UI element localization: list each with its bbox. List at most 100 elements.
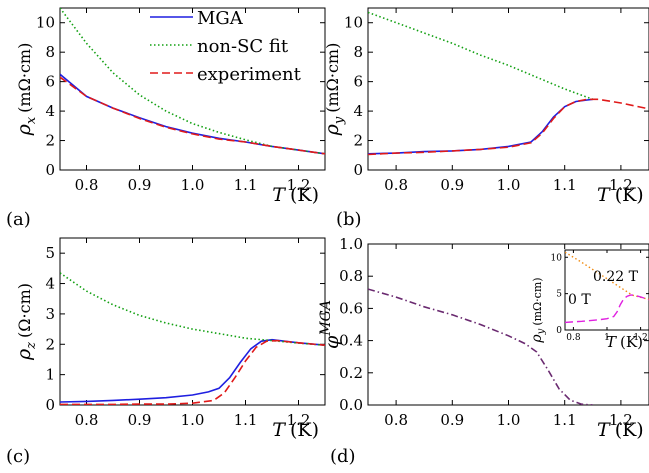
inset-x-label-symbol: T <box>606 333 617 351</box>
y-tick-label: 0.6 <box>339 299 363 317</box>
x-tick-label: 1.1 <box>553 176 577 194</box>
y-tick-label: 1 <box>45 366 55 384</box>
y-tick-label: 4 <box>45 102 55 120</box>
y-tick-label: 2 <box>353 132 363 150</box>
y-label-unit: (mΩ·cm) <box>323 43 342 113</box>
x-axis-label: T (K) <box>597 184 644 206</box>
inset-y-label-symbol: ρ <box>529 334 545 344</box>
x-tick-label: 0.9 <box>128 411 152 429</box>
inset-y-label-unit: (mΩ·cm) <box>531 277 544 325</box>
x-tick-label: 0.9 <box>440 411 464 429</box>
y-tick-label: 2 <box>45 132 55 150</box>
panel-c: 0.8 0.9 1.0 1.1 1.2 0 1 2 3 4 5 ρz (Ω·cm) T (K) (c) <box>6 237 326 467</box>
panel-label: (c) <box>6 446 30 467</box>
y-tick-label: 0 <box>45 396 55 414</box>
y-label-unit: (mΩ·cm) <box>15 43 34 113</box>
y-tick-label: 6 <box>353 73 363 91</box>
y-axis-label: ρx (mΩ·cm) <box>13 43 39 137</box>
series-line-experiment <box>60 339 325 405</box>
y-tick-label: 0.0 <box>339 396 363 414</box>
x-axis-label: T (K) <box>272 419 319 441</box>
y-axis-label: ρz (Ω·cm) <box>13 283 39 361</box>
x-label-symbol: T <box>272 419 286 441</box>
y-tick-label: 8 <box>45 43 55 61</box>
y-label-symbol: ρ <box>13 348 35 361</box>
y-tick-label: 0.4 <box>339 332 363 350</box>
y-label-subscript: y <box>332 116 347 125</box>
y-tick-label: 0.8 <box>339 267 363 285</box>
x-tick-label: 1.2 <box>609 176 633 194</box>
series-line-experiment <box>60 76 325 155</box>
x-tick-label: 0.8 <box>384 411 408 429</box>
x-tick-label: 0.9 <box>440 176 464 194</box>
inset: 0.8 1 1.2 0 5 10 0.22 T0 T ρy (mΩ·cm) T (K) <box>529 249 649 351</box>
y-label-subscript: z <box>24 342 39 350</box>
series-line-experiment <box>368 98 649 156</box>
x-tick-label: 1 <box>604 333 610 343</box>
y-tick-label: 0.2 <box>339 364 363 382</box>
y-tick-label: 4 <box>45 275 55 293</box>
legend-entry: MGA <box>197 8 244 29</box>
legend-entry: non-SC fit <box>197 36 289 57</box>
y-tick-label: 1.0 <box>339 235 363 253</box>
inset-label-0T: 0 T <box>568 292 591 308</box>
y-tick-label: 2 <box>45 335 55 353</box>
x-tick-label: 0.8 <box>75 176 99 194</box>
x-tick-label: 1.2 <box>609 411 633 429</box>
series-line-mga <box>60 73 325 155</box>
plot-frame <box>59 7 326 171</box>
x-tick-label: 0.8 <box>384 176 408 194</box>
series-line-0-22-t <box>565 251 649 301</box>
inset-label-0.22T: 0.22 T <box>593 269 639 285</box>
x-tick-label: 0.8 <box>566 333 581 343</box>
y-label-symbol: ρ <box>321 123 343 136</box>
x-tick-label: 1.2 <box>287 176 311 194</box>
inset-y-label-subscript: y <box>536 328 547 335</box>
y-tick-label: 8 <box>353 43 363 61</box>
legend-entry: experiment <box>197 64 302 85</box>
x-label-unit: (K) <box>615 419 644 441</box>
series-line-0 <box>368 288 593 405</box>
x-label-symbol: T <box>272 184 286 206</box>
y-tick-label: 0 <box>556 326 562 336</box>
y-label-symbol: ρ <box>13 123 35 136</box>
series-line-0-t <box>565 294 649 324</box>
panel-label: (d) <box>330 446 356 467</box>
y-tick-label: 6 <box>45 73 55 91</box>
inset-x-axis-label: T (K) <box>606 333 643 351</box>
y-tick-label: 0 <box>45 161 55 179</box>
y-tick-label: 5 <box>45 244 55 262</box>
x-label-symbol: T <box>597 184 611 206</box>
y-label-symbol: φ <box>321 335 343 349</box>
panel-label: (b) <box>336 209 362 230</box>
x-tick-label: 1.2 <box>287 411 311 429</box>
x-axis-label: T (K) <box>597 419 644 441</box>
y-label-subscript: x <box>24 116 39 124</box>
panel-a: 0.8 0.9 1.0 1.1 1.2 0 2 4 6 8 10 ρx (mΩ·cm) T (K) (a) MG… <box>6 7 326 230</box>
x-tick-label: 1.0 <box>181 411 205 429</box>
y-axis-label: φMGA <box>318 300 343 349</box>
x-tick-label: 1.0 <box>497 176 521 194</box>
y-tick-label: 0 <box>353 161 363 179</box>
x-tick-label: 1.1 <box>234 176 258 194</box>
y-tick-label: 4 <box>353 102 363 120</box>
y-tick-label: 10 <box>551 253 563 263</box>
y-tick-label: 5 <box>556 290 562 300</box>
x-tick-label: 1.1 <box>553 411 577 429</box>
y-tick-label: 3 <box>45 305 55 323</box>
series-line-mga <box>368 98 593 155</box>
x-tick-label: 0.9 <box>128 176 152 194</box>
x-label-symbol: T <box>597 419 611 441</box>
plot-frame <box>59 237 326 406</box>
panel-b: 0.8 0.9 1.0 1.1 1.2 0 2 4 6 8 10 ρy (mΩ·cm) T (K) (b) <box>321 7 649 230</box>
x-tick-label: 1.2 <box>633 333 647 343</box>
series-line-non-sc-fit <box>60 272 325 346</box>
x-label-unit: (K) <box>290 419 319 441</box>
x-tick-label: 0.8 <box>75 411 99 429</box>
inset-x-label-unit: (K) <box>620 333 643 351</box>
y-tick-label: 10 <box>36 14 55 32</box>
series-line-mga <box>60 338 325 403</box>
x-label-unit: (K) <box>615 184 644 206</box>
